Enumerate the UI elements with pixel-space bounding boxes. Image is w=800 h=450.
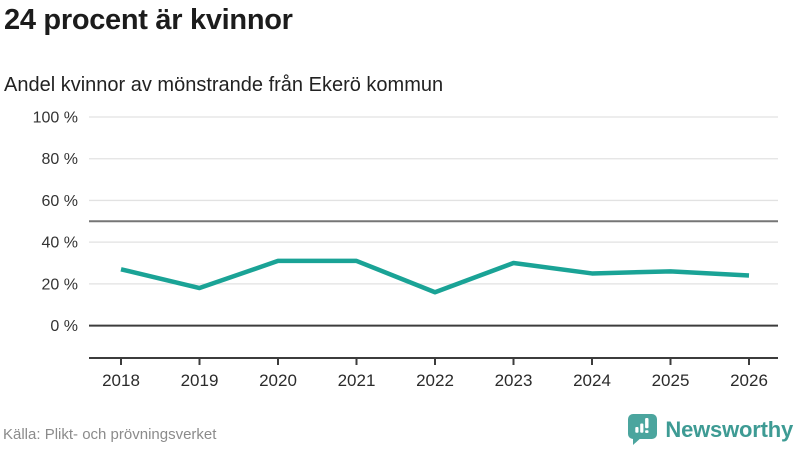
x-tick-label: 2022 bbox=[416, 371, 454, 390]
chart-title: 24 procent är kvinnor bbox=[4, 4, 293, 36]
x-tick-label: 2021 bbox=[338, 371, 376, 390]
y-tick-label: 40 % bbox=[42, 235, 78, 252]
y-tick-label: 100 % bbox=[33, 110, 78, 127]
x-tick-label: 2025 bbox=[652, 371, 690, 390]
x-tick-label: 2024 bbox=[573, 371, 611, 390]
y-tick-label: 20 % bbox=[42, 276, 78, 293]
y-tick-label: 0 % bbox=[50, 318, 78, 335]
y-tick-label: 80 % bbox=[42, 151, 78, 168]
data-line bbox=[120, 258, 750, 295]
newsworthy-logo[interactable]: Newsworthy bbox=[627, 413, 793, 446]
y-tick-label: 60 % bbox=[42, 193, 78, 210]
x-tick-label: 2023 bbox=[495, 371, 533, 390]
chart-subtitle: Andel kvinnor av mönstrande från Ekerö k… bbox=[4, 74, 444, 96]
x-tick-label: 2018 bbox=[102, 371, 140, 390]
x-tick-label: 2019 bbox=[181, 371, 219, 390]
brand-name: Newsworthy bbox=[665, 416, 793, 442]
source-note: Källa: Plikt- och prövningsverket bbox=[3, 426, 217, 443]
x-tick-label: 2020 bbox=[259, 371, 297, 390]
newsworthy-speech-bubble-bars-icon bbox=[628, 414, 658, 445]
x-tick-label: 2026 bbox=[730, 371, 768, 390]
